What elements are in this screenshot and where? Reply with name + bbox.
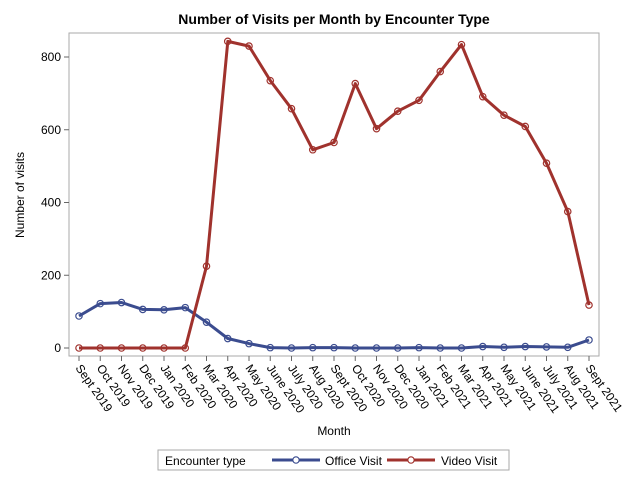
office-visit-point [563,343,572,352]
office-visit-point [138,305,147,314]
video-visit-point [308,145,317,154]
legend-title: Encounter type [165,454,246,468]
legend-marker-video-visit [407,456,415,464]
y-axis-label: Number of visits [13,152,27,238]
series-layer [75,37,593,352]
office-visit-point [478,342,487,351]
video-visit-point [478,92,487,101]
video-visit-point [415,96,423,105]
office-visit-point [181,303,190,312]
office-visit-point [372,344,381,352]
office-visit-point [96,299,105,308]
office-visit-point [160,306,168,314]
y-tick-label: 200 [41,268,61,282]
series-line-office-visit [78,301,590,350]
office-visit-point [521,342,530,351]
legend-box [157,449,510,471]
y-tick-label: 400 [41,196,61,210]
office-visit-point [457,344,466,352]
video-visit-point [330,138,338,147]
video-visit-point [457,40,466,49]
office-visit-point [223,334,232,343]
office-visit-point [351,344,360,352]
video-visit-point [542,159,551,168]
video-visit-point [585,301,593,309]
video-visit-point [521,122,530,131]
video-visit-point [351,79,360,88]
series-line-video-visit [79,39,591,350]
chart-title: Number of Visits per Month by Encounter … [178,11,490,27]
legend: Encounter type Office Visit Video Visit [157,449,510,471]
y-tick-label: 800 [41,50,61,64]
video-visit-point [181,344,190,352]
video-visit-point [500,111,508,120]
video-visit-point [202,262,211,270]
office-visit-point [202,318,211,326]
video-visit-point [223,37,232,46]
office-visit-point [266,343,275,352]
video-visit-point [138,344,147,352]
y-tick-label: 600 [41,123,61,137]
video-visit-point [75,344,83,352]
video-visit-point [245,42,253,50]
office-visit-point [415,343,423,352]
office-visit-point [542,343,551,351]
office-visit-point [308,343,317,352]
plot-area [68,32,600,357]
legend-label-video-visit: Video Visit [441,454,498,468]
video-visit-point [563,207,572,216]
office-visit-point [585,336,593,344]
office-visit-point [245,339,253,348]
office-visit-point [500,343,508,352]
office-visit-point [393,344,402,352]
office-visit-point [117,298,126,307]
legend-label-office-visit: Office Visit [325,454,383,468]
legend-marker-office-visit [292,456,300,464]
y-axis: 0 200 400 600 800 [41,50,69,355]
video-visit-point [372,124,381,133]
office-visit-point [330,343,338,352]
video-visit-point [287,104,296,113]
video-visit-point [96,344,105,352]
video-visit-point [393,107,402,115]
office-visit-point [75,312,83,320]
legend-items: Office Visit Video Visit [272,454,498,468]
video-visit-point [117,344,126,352]
office-visit-point [436,344,445,352]
y-tick-label: 0 [54,341,61,355]
video-visit-point [436,67,445,76]
video-visit-point [160,344,168,352]
x-axis-label: Month [317,424,350,438]
video-visit-point [266,76,275,85]
office-visit-point [287,344,296,352]
